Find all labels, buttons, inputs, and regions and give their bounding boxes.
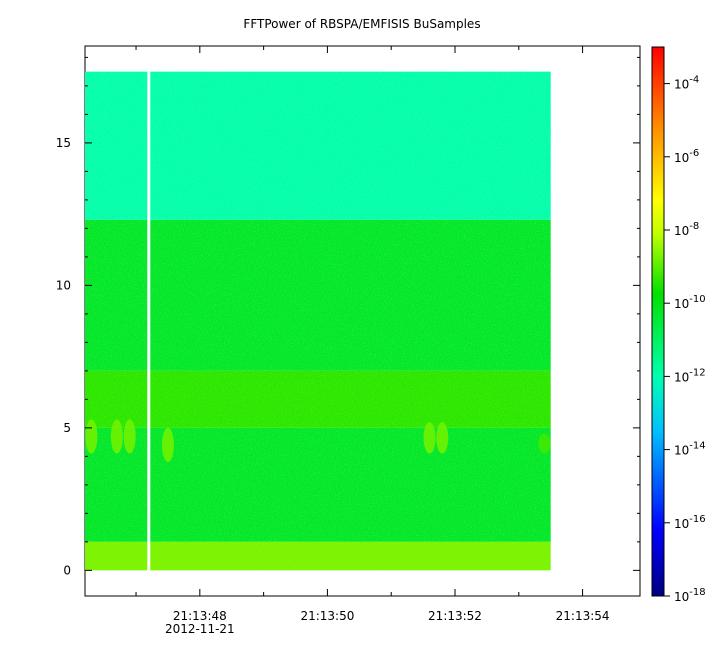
colorbar-tick-label: 10-4 (674, 75, 699, 92)
emission-burst (436, 422, 449, 454)
colorbar-tick-label: 10-12 (674, 367, 706, 384)
colorbar-axis: 10-4 10-6 10-8 10-10 10-12 10-14 10-16 10-18 (664, 75, 706, 604)
emission-burst (161, 427, 174, 463)
x-tick-label: 21:13:48 (173, 609, 227, 623)
emission-burst (123, 419, 136, 454)
emission-burst (538, 433, 551, 454)
colorbar (652, 47, 664, 596)
data-gap (147, 71, 151, 571)
colorbar-tick-label: 10-18 (674, 587, 706, 604)
emission-burst (423, 422, 436, 454)
x-tick-label: 21:13:50 (300, 609, 354, 623)
heatmap-layer (85, 71, 551, 571)
colorbar-tick-label: 10-10 (674, 294, 706, 311)
colorbar-tick-label: 10-6 (674, 148, 699, 165)
colorbar-tick-label: 10-14 (674, 441, 706, 458)
y-tick-label: 10 (56, 278, 71, 292)
colorbar-tick-label: 10-8 (674, 221, 699, 238)
emission-burst (85, 419, 98, 454)
colorbar-frame (651, 46, 665, 597)
spectrogram-texture (85, 71, 551, 571)
emission-burst (110, 419, 123, 454)
chart-title: FFTPower of RBSPA/EMFISIS BuSamples (243, 17, 481, 31)
y-tick-label: 15 (56, 136, 71, 150)
y-tick-label: 5 (63, 421, 71, 435)
x-tick-label: 21:13:54 (556, 609, 610, 623)
y-axis: 0 5 10 15 (56, 56, 640, 577)
x-date-label: 2012-11-21 (165, 622, 235, 636)
colorbar-tick-label: 10-16 (674, 514, 706, 531)
x-tick-label: 21:13:52 (428, 609, 482, 623)
y-tick-label: 0 (63, 563, 71, 577)
